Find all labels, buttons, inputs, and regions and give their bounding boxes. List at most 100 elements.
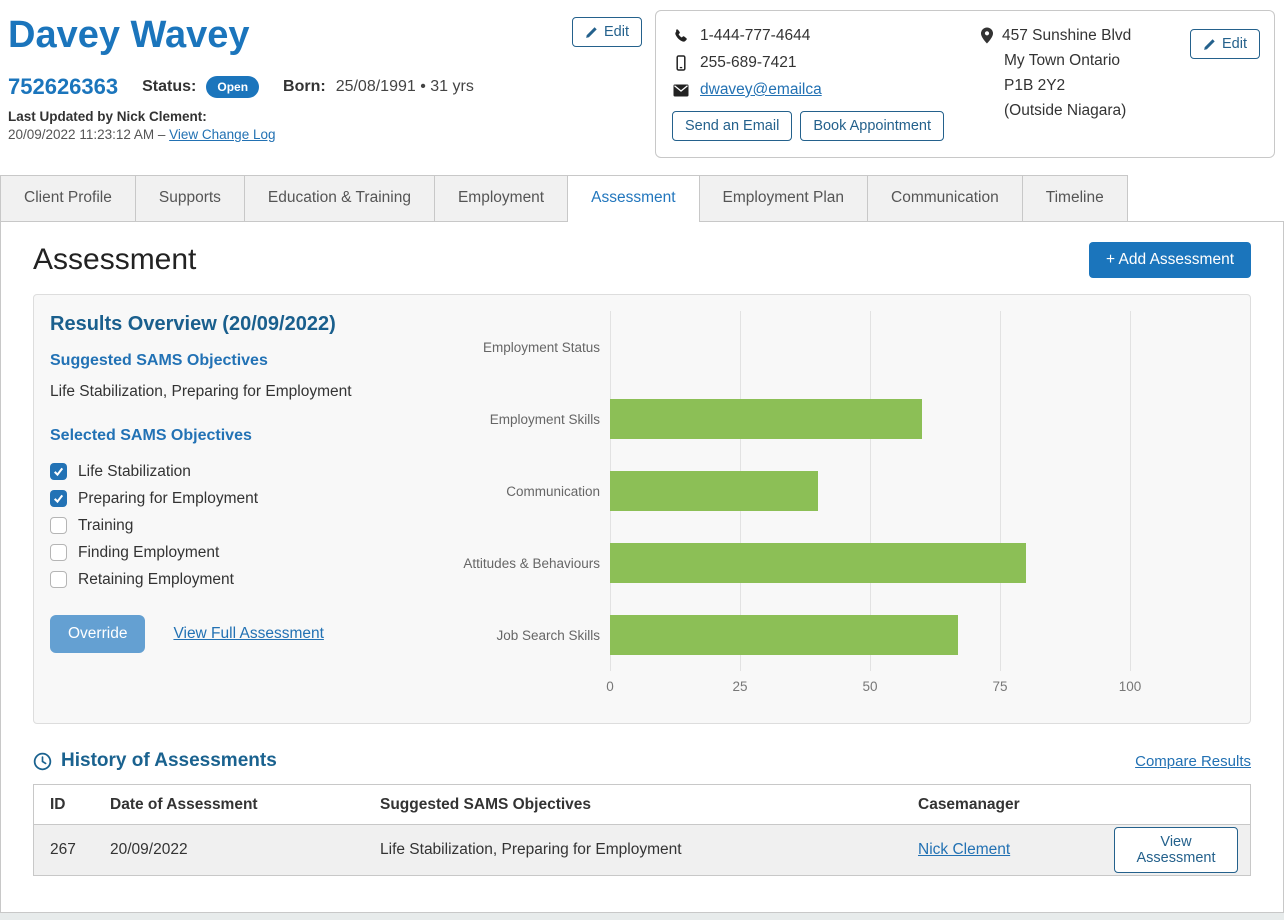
checkbox-retaining-employment[interactable]: Retaining Employment: [50, 566, 450, 593]
email-row: dwavey@emailca: [672, 81, 980, 99]
chart-gridline: [870, 311, 871, 671]
selected-objectives-heading: Selected SAMS Objectives: [50, 427, 252, 444]
send-email-button[interactable]: Send an Email: [672, 111, 793, 141]
client-id: 752626363: [8, 74, 119, 99]
address-line-1: 457 Sunshine Blvd: [1002, 27, 1132, 44]
tab-assessment[interactable]: Assessment: [567, 175, 700, 222]
tab-client-profile[interactable]: Client Profile: [0, 175, 136, 221]
chart-bar: [610, 543, 1026, 583]
checkbox-label: Life Stabilization: [78, 462, 191, 480]
compare-results-link[interactable]: Compare Results: [1135, 752, 1251, 770]
checkbox-box[interactable]: [50, 544, 67, 561]
x-tick-label: 75: [992, 679, 1008, 694]
chart-category-label: Job Search Skills: [496, 627, 600, 643]
table-header-row: ID Date of Assessment Suggested SAMS Obj…: [34, 785, 1250, 825]
chart-category-label: Attitudes & Behaviours: [463, 555, 600, 571]
checkbox-label: Finding Employment: [78, 543, 220, 561]
checkbox-finding-employment[interactable]: Finding Employment: [50, 539, 450, 566]
add-assessment-button[interactable]: + Add Assessment: [1089, 242, 1251, 278]
checkbox-training[interactable]: Training: [50, 512, 450, 539]
chart-bar: [610, 615, 959, 655]
edit-contact-button[interactable]: Edit: [1190, 29, 1260, 59]
col-header-date: Date of Assessment: [110, 795, 258, 813]
results-overview-panel: Results Overview (20/09/2022) Suggested …: [33, 294, 1251, 724]
col-header-objectives: Suggested SAMS Objectives: [380, 795, 592, 813]
chart-bar-row: [610, 599, 1234, 671]
address-line-2: My Town Ontario: [1004, 52, 1121, 69]
envelope-icon: [672, 84, 689, 97]
chart-category-labels: Employment Status Employment Skills Commun…: [450, 311, 610, 707]
objectives-checkbox-list: Life Stabilization Preparing for Employm…: [50, 458, 450, 593]
mobile-phone-icon: [672, 55, 689, 71]
phone-row: 1-444-777-4644: [672, 27, 980, 45]
tab-bar: Client Profile Supports Education & Trai…: [0, 170, 1284, 222]
checkbox-box[interactable]: [50, 490, 67, 507]
tab-employment-plan[interactable]: Employment Plan: [698, 175, 869, 221]
mobile-row: 255-689-7421: [672, 54, 980, 72]
checkbox-box[interactable]: [50, 571, 67, 588]
chart-gridline: [1000, 311, 1001, 671]
x-tick-label: 100: [1118, 679, 1142, 694]
casemanager-link[interactable]: Nick Clement: [918, 841, 1011, 858]
x-tick-label: 25: [732, 679, 748, 694]
chart-plot-area: [610, 311, 1234, 671]
x-tick-label: 0: [606, 679, 614, 694]
override-button[interactable]: Override: [50, 615, 146, 653]
assessment-date: 20/09/2022: [110, 841, 188, 858]
address-line-4: (Outside Niagara): [1004, 102, 1127, 119]
chart-bar-row: [610, 455, 1234, 527]
view-change-log-link[interactable]: View Change Log: [169, 127, 276, 142]
born-value: 25/08/1991 • 31 yrs: [335, 78, 474, 95]
col-header-id: ID: [50, 795, 66, 813]
clock-icon: [33, 752, 52, 771]
phone-number: 1-444-777-4644: [700, 27, 811, 44]
checkbox-label: Preparing for Employment: [78, 489, 259, 507]
chart-bar-row: [610, 383, 1234, 455]
address-line-3: P1B 2Y2: [1004, 77, 1066, 94]
assessments-table: ID Date of Assessment Suggested SAMS Obj…: [33, 784, 1251, 876]
tab-supports[interactable]: Supports: [134, 175, 245, 221]
check-icon: [53, 467, 64, 477]
born-label: Born:: [283, 78, 326, 95]
table-row: 267 20/09/2022 Life Stabilization, Prepa…: [34, 825, 1250, 875]
x-tick-label: 50: [862, 679, 878, 694]
chart-bar: [610, 471, 818, 511]
view-full-assessment-link[interactable]: View Full Assessment: [173, 625, 324, 642]
mobile-number: 255-689-7421: [700, 54, 797, 71]
checkbox-preparing-for-employment[interactable]: Preparing for Employment: [50, 485, 450, 512]
tab-communication[interactable]: Communication: [867, 175, 1023, 221]
phone-icon: [672, 28, 689, 44]
checkbox-box[interactable]: [50, 463, 67, 480]
tab-employment[interactable]: Employment: [433, 175, 569, 221]
chart-bar: [610, 399, 922, 439]
email-link[interactable]: dwavey@emailca: [700, 81, 822, 98]
client-header: Davey Wavey 752626363 Status: Open Born:…: [0, 0, 1284, 170]
checkbox-box[interactable]: [50, 517, 67, 534]
suggested-objectives-value: Life Stabilization, Preparing for Employ…: [50, 383, 352, 400]
book-appointment-button[interactable]: Book Appointment: [800, 111, 945, 141]
address-block: 457 Sunshine Blvd My Town Ontario P1B 2Y…: [980, 27, 1260, 141]
view-assessment-button[interactable]: View Assessment: [1114, 827, 1238, 873]
chart-category-label: Employment Skills: [489, 411, 600, 427]
client-id-row: 752626363 Status: Open Born: 25/08/1991 …: [8, 74, 474, 100]
last-updated: Last Updated by Nick Clement: 20/09/2022…: [8, 108, 275, 144]
pencil-icon: [1203, 38, 1216, 51]
checkbox-life-stabilization[interactable]: Life Stabilization: [50, 458, 450, 485]
edit-client-button[interactable]: Edit: [572, 17, 642, 47]
location-pin-icon: [980, 27, 994, 44]
status-label: Status:: [142, 78, 197, 95]
checkbox-label: Retaining Employment: [78, 570, 234, 588]
chart-bar-row: [610, 527, 1234, 599]
tab-timeline[interactable]: Timeline: [1021, 175, 1128, 221]
checkbox-label: Training: [78, 516, 134, 534]
tab-education-training[interactable]: Education & Training: [243, 175, 435, 221]
client-name: Davey Wavey: [8, 14, 250, 56]
last-updated-timestamp: 20/09/2022 11:23:12 AM –: [8, 127, 170, 142]
col-header-casemanager: Casemanager: [918, 795, 1020, 813]
chart-x-axis: 0 25 50 75 100: [606, 671, 1234, 697]
assessment-objectives: Life Stabilization, Preparing for Employ…: [380, 841, 682, 858]
results-bar-chart: Employment Status Employment Skills Commun…: [450, 311, 1234, 707]
check-icon: [53, 494, 64, 504]
pencil-icon: [585, 26, 598, 39]
chart-category-label: Communication: [506, 483, 600, 499]
